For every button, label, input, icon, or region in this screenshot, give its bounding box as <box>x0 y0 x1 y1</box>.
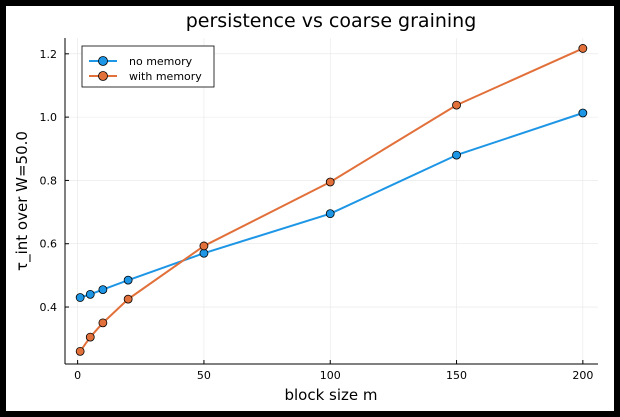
data-point <box>578 108 588 118</box>
data-point <box>85 289 95 299</box>
legend-swatch-marker <box>98 71 108 81</box>
y-tick-label: 0.4 <box>40 301 58 314</box>
axis-ticks: 0 50 100 150 200 0.4 0.6 0.8 1.0 1.2 <box>40 48 594 382</box>
y-axis-label: τ_int over W=50.0 <box>13 131 32 271</box>
y-tick-label: 0.8 <box>40 174 58 187</box>
data-point <box>75 293 85 302</box>
data-point <box>123 294 133 304</box>
legend-swatch-marker <box>98 56 108 66</box>
data-point <box>98 318 108 328</box>
legend: no memory with memory <box>81 45 215 88</box>
legend-entry-label: no memory <box>129 55 193 68</box>
data-point <box>452 150 461 160</box>
data-point <box>199 248 209 258</box>
x-axis-label: block size m <box>284 386 377 404</box>
data-point <box>325 209 335 219</box>
series-layer <box>75 44 588 356</box>
x-tick-label: 50 <box>197 369 211 382</box>
y-tick-label: 1.2 <box>40 48 58 61</box>
data-point <box>452 100 461 110</box>
data-point <box>85 332 95 342</box>
x-tick-label: 200 <box>572 369 593 382</box>
x-tick-label: 100 <box>320 369 341 382</box>
data-point <box>123 275 133 285</box>
legend-entry-label: with memory <box>129 70 202 83</box>
data-point <box>75 346 85 356</box>
data-point <box>325 177 335 187</box>
data-point <box>199 241 209 251</box>
chart-title: persistence vs coarse graining <box>186 10 477 32</box>
y-tick-label: 1.0 <box>40 111 58 124</box>
data-point <box>98 285 108 295</box>
x-tick-label: 0 <box>74 369 81 382</box>
data-point <box>578 44 588 53</box>
y-tick-label: 0.6 <box>40 238 58 251</box>
gridlines <box>65 38 598 364</box>
x-tick-label: 150 <box>446 369 467 382</box>
